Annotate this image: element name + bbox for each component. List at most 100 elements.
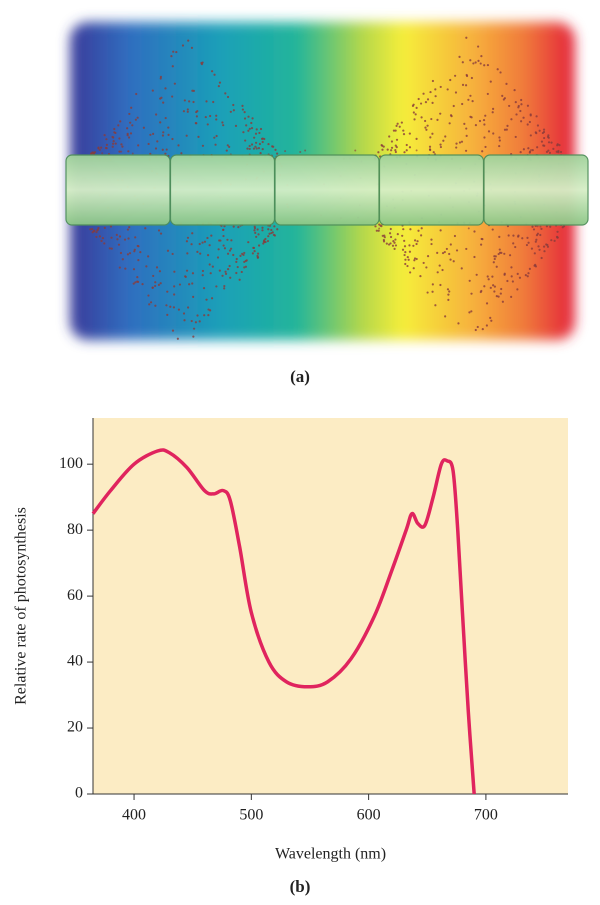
bacterium — [284, 150, 287, 153]
bacterium — [210, 297, 214, 300]
bacterium — [136, 276, 139, 279]
bacterium — [222, 244, 225, 247]
bacterium — [250, 143, 254, 146]
bacterium — [185, 134, 188, 137]
bacterium — [158, 270, 162, 273]
x-tick-label: 400 — [122, 807, 146, 824]
bacterium — [166, 313, 169, 316]
bacterium — [147, 294, 150, 297]
bacterium — [511, 280, 514, 283]
bacterium — [167, 133, 170, 136]
bacterium — [137, 245, 140, 248]
bacterium — [380, 225, 383, 228]
bacterium — [420, 234, 423, 237]
bacterium — [261, 137, 264, 140]
bacterium — [543, 250, 546, 253]
panel-label: (a) — [290, 367, 310, 386]
bacterium — [500, 287, 503, 291]
bacterium — [534, 131, 537, 134]
bacterium — [404, 251, 407, 254]
bacterium — [382, 145, 385, 148]
bacterium — [455, 249, 459, 252]
bacterium — [266, 239, 270, 243]
bacterium — [497, 252, 500, 256]
y-axis-label: Relative rate of photosynthesis — [13, 507, 30, 705]
bacterium — [111, 135, 114, 139]
bacterium — [251, 252, 254, 255]
bacterium — [412, 244, 415, 247]
bacterium — [207, 313, 210, 317]
bacterium — [245, 259, 248, 262]
cell — [169, 154, 276, 226]
bacterium — [527, 272, 530, 275]
bacterium — [405, 143, 408, 147]
bacterium — [273, 225, 276, 228]
bacterium — [452, 260, 455, 263]
bacterium — [241, 104, 244, 108]
bacterium — [398, 125, 401, 128]
bacterium — [417, 97, 420, 101]
bacterium — [166, 290, 169, 293]
bacterium — [226, 144, 229, 147]
bacterium — [378, 223, 381, 226]
bacterium — [493, 290, 496, 293]
bacterium — [490, 319, 493, 322]
bacterium — [126, 253, 130, 256]
bacterium — [553, 239, 556, 242]
bacterium — [424, 119, 427, 123]
bacterium — [489, 80, 492, 83]
bacterium — [382, 238, 385, 242]
bacterium — [393, 247, 396, 251]
bacterium — [246, 147, 249, 150]
bacterium — [436, 251, 439, 254]
bacterium — [203, 240, 207, 243]
bacterium — [512, 234, 515, 237]
bacterium — [261, 226, 264, 229]
bacterium — [186, 110, 189, 113]
bacterium — [185, 240, 189, 243]
bacterium — [267, 228, 270, 231]
bacterium — [121, 145, 124, 148]
bacterium — [470, 116, 473, 119]
bacterium — [155, 266, 159, 269]
bacterium — [390, 140, 394, 143]
bacterium — [134, 236, 137, 239]
bacterium — [96, 228, 99, 231]
bacterium — [391, 244, 395, 247]
bacterium — [492, 107, 495, 110]
bacterium — [468, 279, 471, 282]
bacterium — [458, 55, 461, 58]
bacterium — [536, 146, 539, 149]
bacterium — [540, 227, 543, 230]
bacterium — [408, 244, 411, 247]
bacterium — [118, 235, 122, 238]
bacterium — [210, 70, 214, 73]
bacterium — [474, 328, 477, 332]
bacterium — [471, 100, 474, 103]
bacterium — [460, 267, 463, 270]
bacterium — [226, 268, 230, 271]
bacterium — [224, 272, 228, 275]
bacterium — [518, 276, 522, 279]
bacterium — [454, 91, 458, 94]
bacterium — [213, 136, 216, 139]
bacterium — [439, 112, 442, 115]
bacterium — [225, 149, 228, 152]
bacterium — [232, 103, 235, 107]
bacterium — [100, 146, 103, 149]
bacterium — [485, 302, 489, 305]
bacterium — [166, 249, 170, 252]
bacterium — [434, 95, 437, 98]
bacterium — [215, 134, 218, 138]
bacterium — [243, 117, 247, 120]
bacterium — [258, 142, 262, 146]
bacterium — [159, 75, 163, 78]
bacterium — [422, 261, 425, 265]
bacterium — [254, 145, 257, 148]
bacterium — [110, 236, 113, 239]
bacterium — [506, 279, 509, 283]
bacterium — [412, 111, 415, 114]
bacterium — [201, 144, 205, 147]
bacterium — [404, 258, 407, 261]
bacterium — [254, 231, 257, 234]
